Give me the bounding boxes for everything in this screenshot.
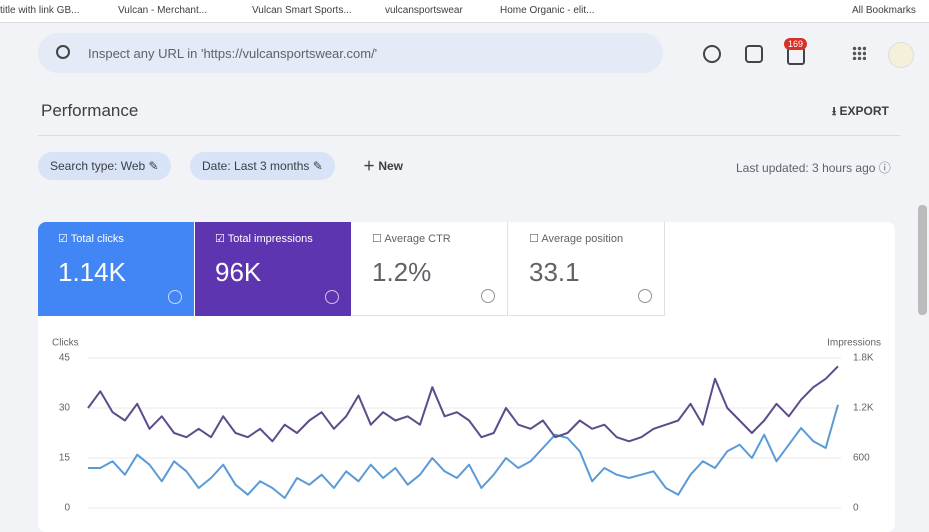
chart: Clicks Impressions 0 15 30 45 0 600 1.2K 1.8K [52,338,881,514]
series-line [87,365,839,443]
tick-label: 0 [64,503,70,514]
apps-icon[interactable] [852,46,866,60]
metric-value: 33.1 [529,257,580,287]
tick-label: 15 [59,453,71,464]
scrollbar [918,205,927,315]
users-icon[interactable] [745,45,763,63]
page-title: Performance [41,101,139,120]
export-label: EXPORT [839,104,889,118]
metric-label-text: Total impressions [227,233,313,245]
metric-label: ☐ Average position [529,233,624,245]
tick-label: 1.2K [853,403,874,414]
last-updated: Last updated: 3 hours ago ⓘ [736,161,891,175]
y-axis-label: Clicks [52,338,79,349]
metric-card[interactable]: ☑ Total impressions 96K [195,222,351,316]
bookmark[interactable]: Home Organic - elit... [500,5,595,16]
bookmark[interactable]: Vulcan Smart Sports... [252,5,352,16]
bookmark[interactable]: All Bookmarks [852,5,916,16]
metric-value: 96K [215,257,262,287]
help-icon[interactable] [168,290,182,304]
new-filter[interactable]: ＋ New [363,159,404,173]
metric-label: ☐ Average CTR [372,233,451,245]
metric-label-text: Total clicks [70,233,124,245]
metric-label-text: Average position [541,233,624,245]
notification-badge: 169 [784,38,808,50]
filter-chip[interactable]: Search type: Web ✎ [38,152,171,180]
metric-label: ☑ Total clicks [58,233,124,245]
tick-label: 1.8K [853,353,874,364]
bookmark[interactable]: vulcansportswear [385,5,463,16]
metric-value: 1.14K [58,257,126,287]
new-label: New [378,159,404,173]
avatar[interactable] [888,42,914,68]
updated-label: Last updated: 3 hours ago [736,161,876,175]
help-icon[interactable] [325,290,339,304]
search-placeholder: Inspect any URL in 'https://vulcansports… [88,46,378,61]
series-line [88,404,839,499]
export-button[interactable]: ⭳ EXPORT [832,104,889,118]
y2-axis-label: Impressions [827,338,881,349]
help-icon[interactable] [638,289,652,303]
help-icon[interactable] [481,289,495,303]
bookmark[interactable]: title with link GB... [0,5,80,16]
metric-card[interactable]: ☑ Total clicks 1.14K [38,222,194,316]
metric-label-text: Average CTR [384,233,451,245]
tick-label: 30 [59,403,71,414]
bookmarks-bar: title with link GB... Vulcan - Merchant.… [0,0,929,23]
chip-label: Date: Last 3 months [202,159,310,173]
help-icon[interactable] [703,45,721,63]
search-bar[interactable]: Inspect any URL in 'https://vulcansports… [38,33,663,73]
bookmark[interactable]: Vulcan - Merchant... [118,5,208,16]
filter-chip[interactable]: Date: Last 3 months ✎ [190,152,335,180]
metric-card[interactable]: ☐ Average CTR 1.2% [352,222,508,316]
metric-label: ☑ Total impressions [215,233,313,245]
metric-value: 1.2% [372,257,432,287]
metric-card[interactable]: ☐ Average position 33.1 [509,222,665,316]
tick-label: 45 [59,353,71,364]
tick-label: 600 [853,453,870,464]
chip-label: Search type: Web [50,159,146,173]
search-icon [56,45,70,59]
divider [38,135,900,136]
tick-label: 0 [853,503,859,514]
